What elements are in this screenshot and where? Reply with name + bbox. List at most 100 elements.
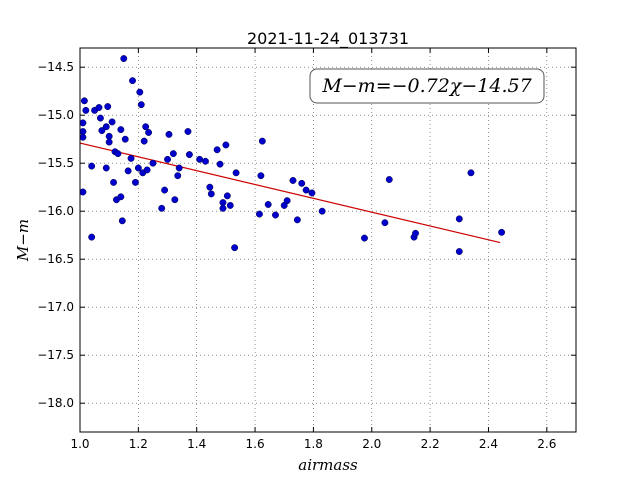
data-point	[255, 210, 263, 218]
data-point	[455, 248, 463, 255]
data-point	[222, 141, 230, 149]
data-point	[145, 129, 153, 136]
data-point	[293, 216, 301, 224]
data-point	[140, 137, 148, 145]
data-point	[161, 186, 169, 194]
data-point	[79, 119, 87, 127]
data-point	[174, 172, 182, 180]
data-point	[258, 137, 266, 145]
data-point	[216, 160, 224, 168]
data-point	[175, 164, 183, 172]
data-point	[79, 188, 87, 196]
data-point	[105, 138, 113, 146]
data-point	[127, 154, 135, 162]
data-point	[136, 88, 144, 96]
data-point	[498, 228, 506, 236]
data-point	[88, 162, 96, 170]
data-point	[283, 197, 291, 205]
data-point	[298, 179, 306, 187]
data-point	[120, 55, 128, 63]
x-tick-label: 1.8	[304, 437, 323, 451]
x-tick-label: 1.0	[70, 437, 89, 451]
y-tick-label: −15.5	[37, 156, 74, 170]
y-axis-ticks: −14.5 −15.0 −15.5 −16.0 −16.5 −17.0 −17.5 −18.0	[37, 60, 576, 410]
data-point	[142, 123, 150, 131]
annotation-text: M−m=−0.72χ−14.57	[321, 75, 532, 97]
data-point	[302, 186, 310, 194]
fit-line	[79, 142, 501, 244]
data-point	[185, 151, 193, 159]
data-point	[134, 164, 142, 172]
data-point	[202, 157, 209, 165]
y-tick-label: −16.0	[37, 204, 74, 218]
data-point	[124, 167, 132, 175]
data-point	[104, 103, 112, 111]
annotation-box	[309, 68, 545, 104]
data-point	[467, 169, 475, 177]
y-tick-label: −15.0	[37, 108, 74, 122]
data-point	[169, 150, 177, 158]
data-point	[412, 229, 419, 237]
data-point	[110, 178, 118, 186]
data-point	[117, 126, 125, 134]
data-point	[143, 166, 151, 174]
data-point	[206, 183, 214, 191]
data-point	[455, 215, 463, 223]
y-axis-label: M−m	[14, 219, 32, 262]
data-point	[80, 97, 88, 105]
data-point	[257, 172, 265, 180]
data-point	[102, 164, 110, 172]
data-points	[79, 55, 506, 255]
x-tick-label: 2.6	[537, 437, 556, 451]
data-point	[158, 204, 166, 212]
data-point	[137, 101, 145, 109]
data-point	[105, 132, 113, 140]
data-point	[223, 192, 231, 200]
data-point	[213, 146, 221, 154]
data-point	[289, 177, 297, 184]
data-point	[164, 155, 171, 163]
data-point	[121, 135, 129, 143]
y-tick-label: −18.0	[37, 396, 74, 410]
data-point	[82, 106, 90, 114]
data-point	[196, 155, 204, 163]
data-point	[165, 130, 173, 138]
x-tick-label: 2.0	[362, 437, 381, 451]
data-point	[95, 104, 103, 111]
data-point	[318, 207, 326, 215]
y-tick-label: −16.5	[37, 252, 74, 266]
x-axis-label: airmass	[298, 456, 358, 474]
y-tick-label: −17.5	[37, 348, 74, 362]
x-tick-label: 2.2	[421, 437, 440, 451]
chart-title: 2021-11-24_013731	[247, 29, 409, 49]
plot-area-frame	[79, 47, 577, 433]
y-tick-label: −14.5	[37, 60, 74, 74]
data-point	[231, 244, 239, 252]
data-point	[381, 219, 389, 227]
data-point	[102, 123, 110, 131]
x-tick-label: 1.2	[129, 437, 148, 451]
data-point	[226, 201, 234, 209]
data-point	[361, 234, 368, 242]
data-point	[98, 127, 106, 135]
data-point	[308, 189, 316, 197]
x-tick-label: 1.4	[187, 437, 206, 451]
data-point	[184, 128, 192, 135]
data-point	[96, 114, 104, 122]
data-point	[171, 196, 179, 204]
data-point	[88, 233, 96, 241]
data-point	[117, 193, 125, 201]
y-tick-label: −17.0	[37, 300, 74, 314]
x-axis-ticks: 1.0 1.2 1.4 1.6 1.8 2.0 2.2 2.4 2.6	[70, 48, 556, 451]
data-point	[118, 217, 126, 225]
data-point	[79, 133, 87, 141]
data-point	[108, 118, 116, 126]
fit-annotation: M−m=−0.72χ−14.57	[309, 68, 545, 104]
data-point	[264, 201, 272, 208]
data-point	[114, 150, 122, 158]
data-point	[385, 176, 393, 183]
data-point	[272, 211, 279, 219]
data-point	[131, 178, 139, 186]
fit-line-layer	[79, 142, 501, 244]
